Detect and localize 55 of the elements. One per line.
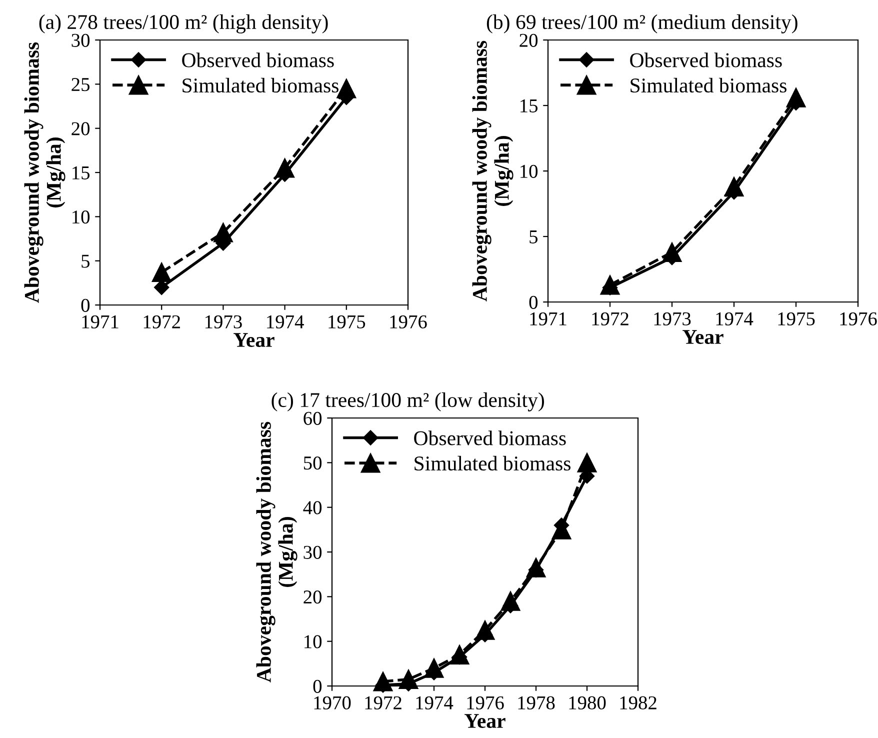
legend-label: Simulated biomass: [414, 456, 570, 471]
x-tick-label: 1970: [314, 696, 351, 710]
x-axis-title: Year: [234, 333, 274, 348]
y-tick-label: 0: [313, 680, 322, 693]
y-tick-label: 30: [304, 546, 322, 559]
y-tick-label: 50: [304, 456, 322, 470]
x-tick-label: 1973: [205, 315, 242, 328]
x-tick-label: 1978: [518, 696, 555, 710]
x-tick-label: 1974: [416, 696, 454, 710]
x-tick-label: 1972: [144, 315, 180, 328]
x-tick-label: 1971: [530, 312, 566, 326]
y-axis-title: Aboveground woody biomass (Mg/ha): [472, 40, 514, 302]
chart-title: (c) 17 trees/100 m² (low density): [272, 392, 544, 412]
y-tick-label: 20: [304, 590, 322, 604]
y-tick-label: 0: [529, 296, 538, 309]
chart-title: (a) 278 trees/100 m² (high density): [39, 14, 328, 34]
legend-label: Observed biomass: [414, 430, 566, 446]
y-tick-label: 10: [520, 164, 538, 178]
y-tick-label: 25: [72, 78, 90, 92]
y-tick-label: 20: [520, 34, 538, 47]
legend-label: Observed biomass: [182, 52, 334, 68]
x-tick-label: 1972: [592, 312, 628, 326]
legend-label: Simulated biomass: [630, 78, 786, 93]
y-axis-title: Aboveground woody biomass (Mg/ha): [24, 42, 66, 303]
x-tick-label: 1975: [328, 315, 366, 328]
x-axis-title: Year: [464, 714, 506, 728]
legend-label: Simulated biomass: [182, 78, 338, 93]
point: [577, 452, 597, 472]
x-tick-label: 1973: [654, 312, 691, 326]
x-tick-label: 1980: [569, 696, 606, 710]
y-tick-label: 30: [72, 34, 90, 47]
x-tick-label: 1974: [716, 312, 754, 326]
x-tick-label: 1975: [778, 312, 815, 326]
legend-label: Observed biomass: [630, 52, 782, 68]
x-tick-label: 1976: [467, 696, 504, 710]
y-tick-label: 5: [82, 254, 90, 268]
x-tick-label: 1982: [620, 696, 656, 710]
y-tick-label: 10: [304, 635, 322, 648]
y-tick-label: 15: [72, 166, 90, 180]
x-tick-label: 1976: [390, 315, 427, 328]
y-tick-label: 60: [304, 412, 322, 425]
y-tick-label: 0: [81, 298, 90, 312]
x-tick-label: 1972: [365, 696, 402, 710]
chart-title: (b) 69 trees/100 m² (medium density): [486, 14, 798, 34]
x-tick-label: 1976: [840, 312, 877, 326]
y-tick-label: 40: [303, 501, 322, 514]
x-tick-label: 1974: [267, 315, 304, 328]
point: [152, 262, 172, 282]
y-tick-label: 5: [530, 230, 538, 244]
y-tick-label: 10: [72, 210, 90, 224]
x-tick-label: 1971: [82, 315, 118, 328]
y-axis-title: Aboveground woody biomass (Mg/ha): [256, 422, 298, 682]
y-tick-label: 15: [520, 99, 538, 112]
x-axis-title: Year: [682, 330, 724, 344]
y-tick-label: 20: [72, 122, 90, 136]
